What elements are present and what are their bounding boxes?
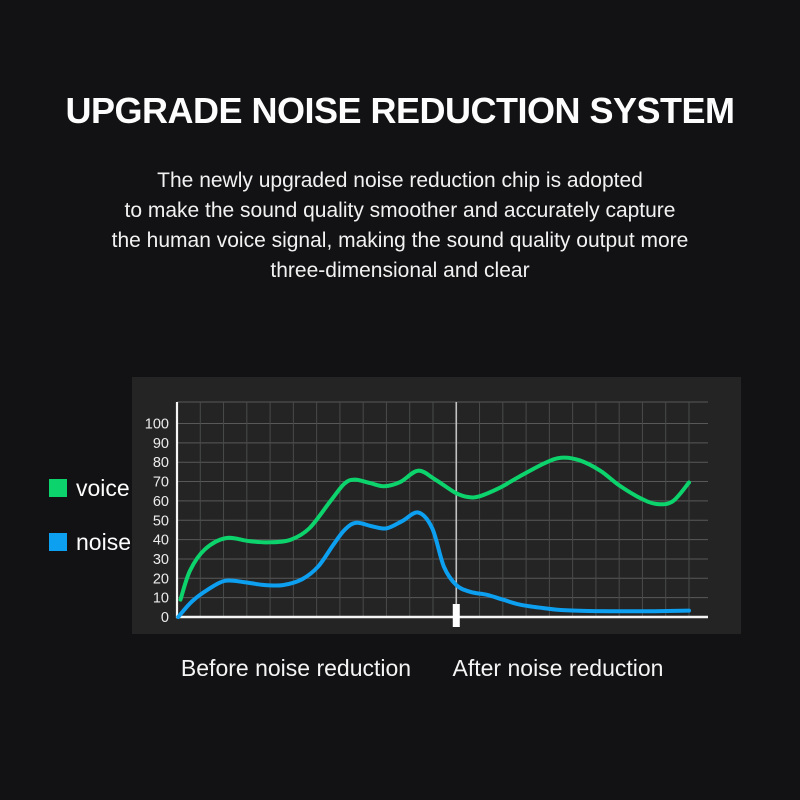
- description-line-4: three-dimensional and clear: [270, 259, 530, 282]
- noise-legend-swatch-icon: [49, 533, 67, 551]
- legend-item-voice: voice: [49, 475, 131, 501]
- y-tick-label: 50: [153, 513, 169, 529]
- after-section-label: After noise reduction: [452, 655, 664, 681]
- voice-line: [178, 455, 691, 602]
- noise-reduction-chart: 0 10 20 30 40 50 60 70 80 90 100: [145, 401, 708, 627]
- y-tick-label: 70: [153, 475, 169, 491]
- chart-panel: 0 10 20 30 40 50 60 70 80 90 100: [132, 377, 741, 634]
- voice-legend-label: voice: [76, 474, 130, 501]
- y-tick-label: 60: [153, 494, 169, 510]
- chart-legend: voice noise: [49, 475, 131, 583]
- y-tick-label: 90: [153, 436, 169, 452]
- y-tick-label: 20: [153, 571, 169, 587]
- noise-line: [176, 510, 691, 619]
- divider-tick-marker: [452, 604, 460, 627]
- y-tick-label: 10: [153, 591, 169, 607]
- voice-legend-swatch-icon: [49, 479, 67, 497]
- description-line-1: The newly upgraded noise reduction chip …: [157, 169, 643, 192]
- before-section-label: Before noise reduction: [180, 655, 412, 681]
- y-tick-label: 30: [153, 552, 169, 568]
- noise-legend-label: noise: [76, 528, 131, 555]
- y-tick-label: 40: [153, 533, 169, 549]
- description-line-2: to make the sound quality smoother and a…: [124, 199, 676, 222]
- y-tick-label: 100: [145, 417, 169, 433]
- description-text: The newly upgraded noise reduction chip …: [0, 166, 800, 286]
- y-tick-label: 80: [153, 455, 169, 471]
- description-line-3: the human voice signal, making the sound…: [111, 229, 689, 252]
- page-title: UPGRADE NOISE REDUCTION SYSTEM: [65, 90, 735, 131]
- legend-item-noise: noise: [49, 529, 131, 555]
- y-tick-label: 0: [161, 610, 169, 626]
